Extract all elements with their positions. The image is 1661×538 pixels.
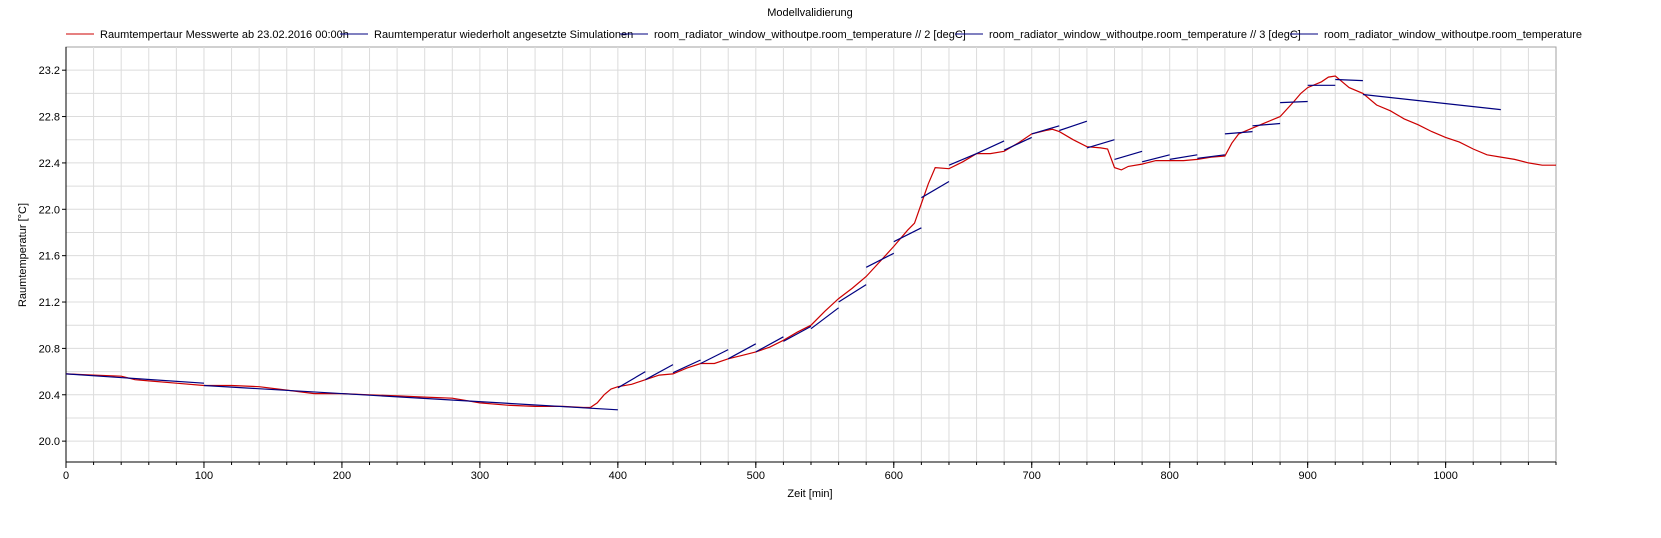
x-tick-label: 600 xyxy=(885,470,903,482)
y-tick-label: 21.2 xyxy=(39,297,60,309)
y-axis-ticks: 20.0 20.4 20.8 21.2 21.6 22.0 22.4 22.8 23.2 xyxy=(39,65,66,448)
simulation-segment xyxy=(838,284,867,303)
chart-title: Modellvalidierung xyxy=(767,7,853,19)
simulation-segment xyxy=(921,180,950,199)
simulation-segment xyxy=(1197,154,1225,159)
y-tick-label: 20.0 xyxy=(39,436,60,448)
simulation-segment xyxy=(1141,154,1170,163)
simulation-segment xyxy=(948,153,977,166)
x-tick-label: 800 xyxy=(1161,470,1179,482)
simulation-segment xyxy=(865,252,895,268)
simulation-segment xyxy=(65,373,205,384)
y-tick-label: 20.8 xyxy=(39,343,60,355)
simulation-segment xyxy=(1114,150,1143,160)
x-tick-label: 400 xyxy=(609,470,627,482)
x-tick-label: 300 xyxy=(471,470,489,482)
simulation-segment xyxy=(1252,122,1281,127)
simulation-segment xyxy=(1224,131,1253,135)
x-axis-label: Zeit [min] xyxy=(787,488,832,500)
x-tick-label: 500 xyxy=(747,470,765,482)
simulation-segment xyxy=(783,325,812,342)
simulation-segment xyxy=(203,384,618,411)
legend-item: room_radiator_window_withoutpe.room_temp… xyxy=(620,29,966,41)
x-tick-label: 100 xyxy=(195,470,213,482)
series-measured xyxy=(65,75,1556,409)
simulation-segment xyxy=(1003,136,1032,151)
simulation-segment xyxy=(1059,120,1088,132)
y-tick-label: 21.6 xyxy=(39,251,60,263)
simulation-segment xyxy=(645,364,674,381)
legend-item: room_radiator_window_withoutpe.room_temp… xyxy=(1290,29,1582,41)
simulation-segment xyxy=(1086,139,1115,149)
simulation-segment xyxy=(976,140,1005,155)
y-tick-label: 22.0 xyxy=(39,204,60,216)
x-tick-label: 200 xyxy=(333,470,351,482)
x-tick-label: 1000 xyxy=(1433,470,1457,482)
x-axis-ticks: 0 100 200 300 400 500 600 700 800 900 1000 xyxy=(63,462,1557,482)
y-axis-label: Raumtemperatur [°C] xyxy=(17,203,29,307)
grid xyxy=(66,47,1556,462)
legend-item: Raumtempertaur Messwerte ab 23.02.2016 0… xyxy=(66,29,349,41)
legend: Raumtempertaur Messwerte ab 23.02.2016 0… xyxy=(66,29,1582,41)
y-tick-label: 22.8 xyxy=(39,112,60,124)
simulation-segment xyxy=(810,307,839,330)
simulation-segment xyxy=(755,336,784,353)
simulation-segment xyxy=(1362,93,1501,111)
simulation-segment xyxy=(1335,78,1363,82)
simulation-segment xyxy=(893,227,922,243)
legend-label: room_radiator_window_withoutpe.room_temp… xyxy=(1324,29,1582,41)
series-simulation xyxy=(65,78,1501,411)
x-tick-label: 0 xyxy=(63,470,69,482)
simulation-segment xyxy=(1280,100,1308,104)
simulation-segment xyxy=(617,371,646,389)
simulation-segment xyxy=(1031,125,1060,135)
legend-label: Raumtemperatur wiederholt angesetzte Sim… xyxy=(374,29,633,41)
series-layer xyxy=(65,75,1556,411)
y-tick-label: 23.2 xyxy=(39,65,60,77)
simulation-segment xyxy=(1169,154,1198,160)
x-tick-label: 700 xyxy=(1023,470,1041,482)
simulation-segment xyxy=(727,343,757,360)
y-tick-label: 20.4 xyxy=(39,390,60,402)
legend-item: Raumtemperatur wiederholt angesetzte Sim… xyxy=(340,29,633,41)
x-tick-label: 900 xyxy=(1298,470,1316,482)
legend-label: room_radiator_window_withoutpe.room_temp… xyxy=(654,29,966,41)
simulation-segment xyxy=(672,359,701,374)
simulation-segment xyxy=(700,349,729,365)
legend-item: room_radiator_window_withoutpe.room_temp… xyxy=(955,29,1301,41)
legend-label: room_radiator_window_withoutpe.room_temp… xyxy=(989,29,1301,41)
legend-label: Raumtempertaur Messwerte ab 23.02.2016 0… xyxy=(100,29,349,41)
y-tick-label: 22.4 xyxy=(39,158,60,170)
